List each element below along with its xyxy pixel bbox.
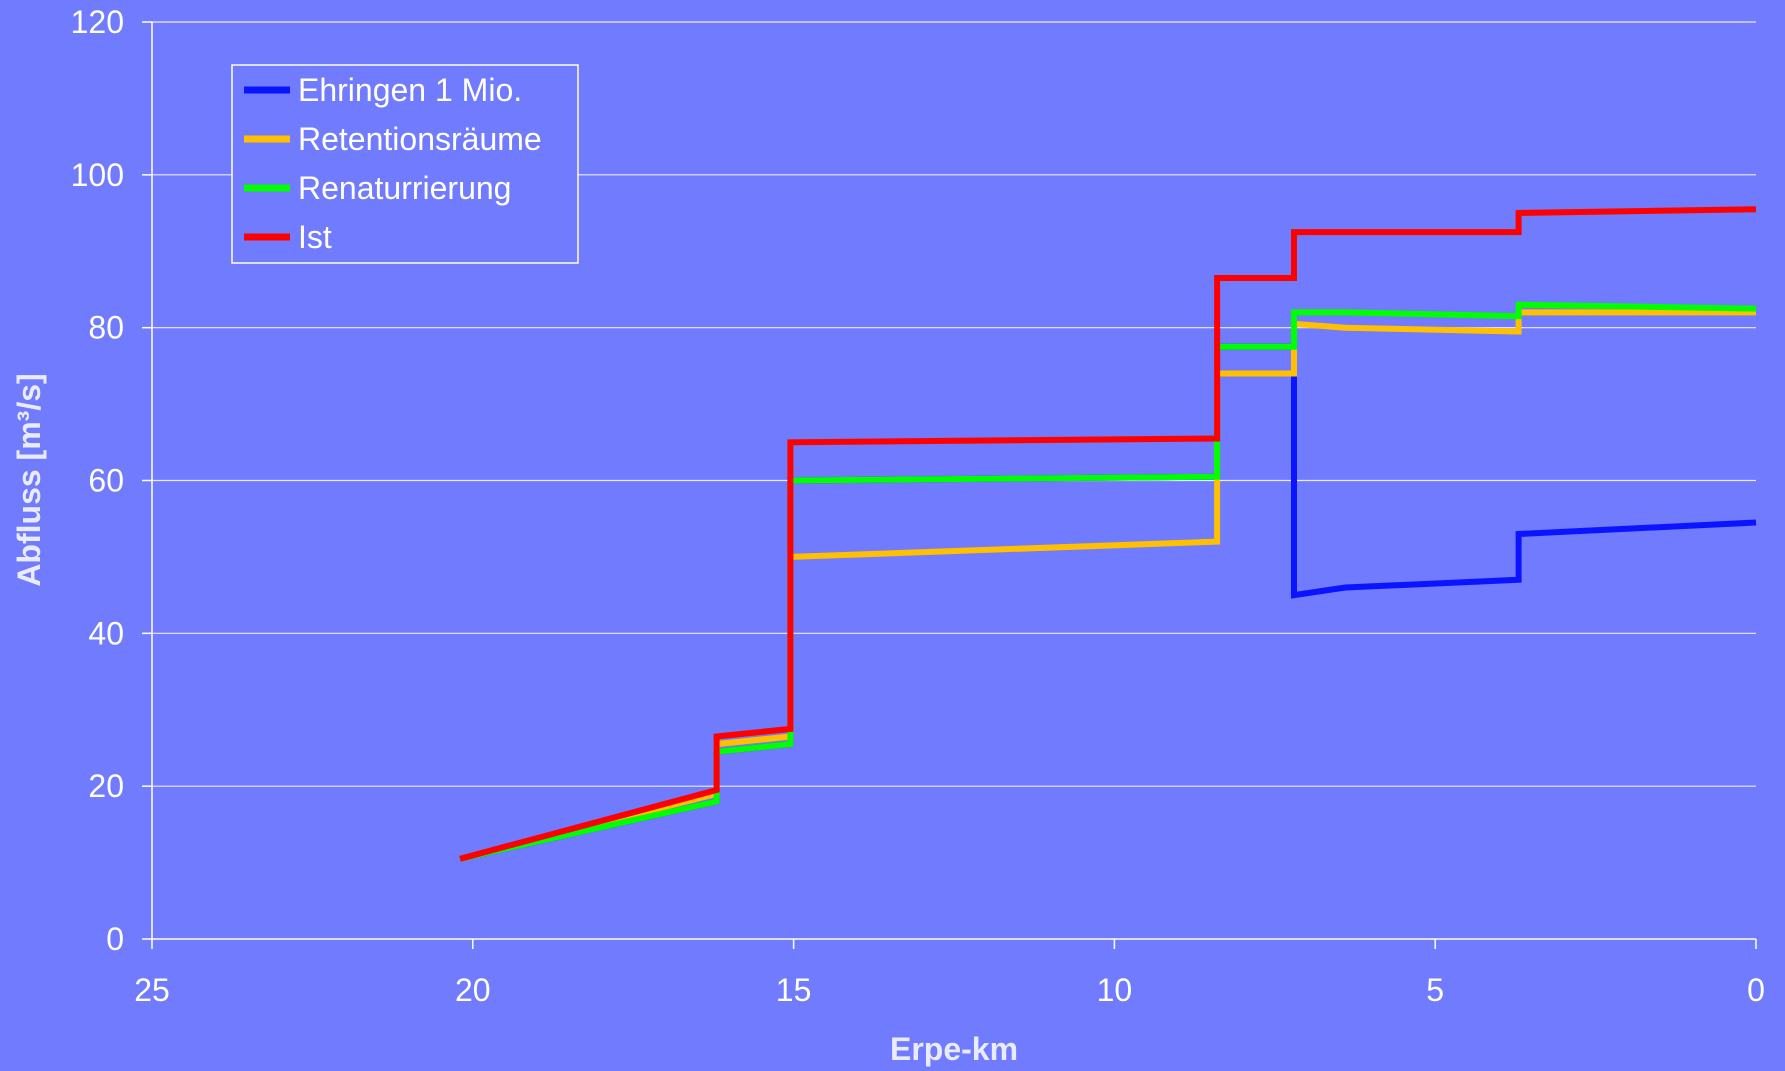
x-axis-title: Erpe-km bbox=[890, 1031, 1018, 1067]
x-tick-label: 25 bbox=[134, 972, 170, 1008]
x-tick-label: 10 bbox=[1097, 972, 1133, 1008]
y-tick-labels: 0 20 40 60 80 100 120 bbox=[71, 4, 152, 957]
y-axis-title: Abfluss [m³/s] bbox=[11, 373, 47, 586]
legend: Ehringen 1 Mio. Retentionsräume Renaturrie… bbox=[231, 64, 579, 264]
series-line-2 bbox=[459, 301, 1757, 862]
x-tick-labels: 25 20 15 10 5 0 bbox=[134, 939, 1765, 1008]
x-tick-label: 0 bbox=[1747, 972, 1765, 1008]
y-tick-label: 20 bbox=[88, 768, 124, 804]
legend-box bbox=[231, 64, 579, 264]
legend-label: Ist bbox=[298, 219, 332, 255]
series-line-0 bbox=[459, 343, 1757, 862]
legend-label: Ehringen 1 Mio. bbox=[298, 72, 522, 108]
y-tick-label: 60 bbox=[88, 463, 124, 499]
y-tick-label: 120 bbox=[71, 4, 124, 40]
legend-label: Retentionsräume bbox=[298, 121, 542, 157]
y-tick-label: 40 bbox=[88, 615, 124, 651]
x-tick-label: 20 bbox=[455, 972, 491, 1008]
y-tick-label: 80 bbox=[88, 310, 124, 346]
legend-label: Renaturrierung bbox=[298, 170, 511, 206]
x-tick-label: 5 bbox=[1426, 972, 1444, 1008]
series-lines bbox=[459, 206, 1757, 862]
series-line-1 bbox=[459, 309, 1756, 862]
y-tick-label: 100 bbox=[71, 157, 124, 193]
series-line-3 bbox=[459, 206, 1757, 862]
y-tick-label: 0 bbox=[106, 921, 124, 957]
x-tick-label: 15 bbox=[776, 972, 812, 1008]
